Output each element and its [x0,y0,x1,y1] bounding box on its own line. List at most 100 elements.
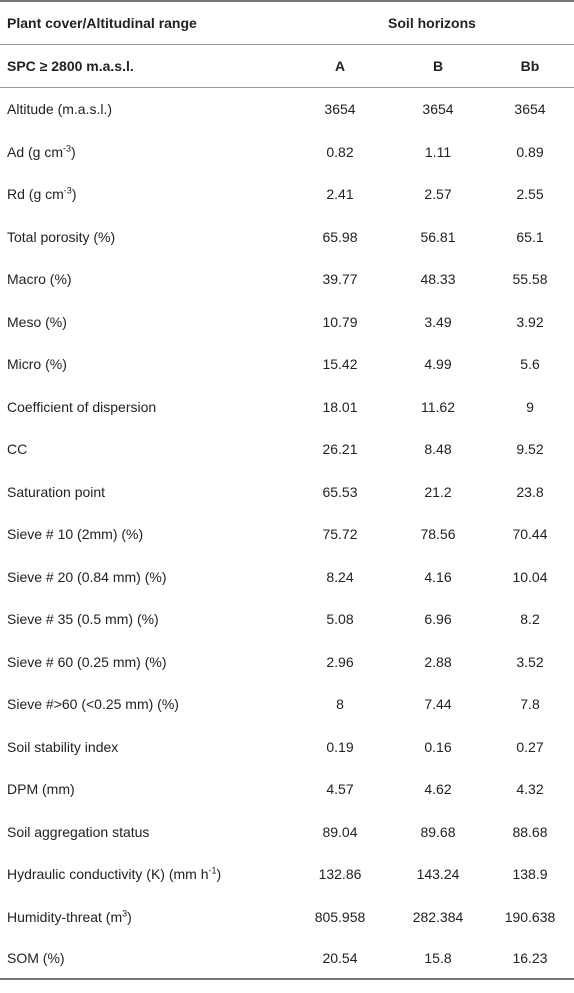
unit-superscript: -3 [63,185,72,196]
unit-superscript: 3 [122,908,128,919]
row-label-text: Humidity-threat (m [7,908,123,925]
soil-horizons-header: Soil horizons [290,0,574,45]
row-label-suffix: ) [71,186,77,203]
row-label-text: Total porosity (%) [7,228,116,245]
row-label-text: Sieve # 20 (0.84 mm) (%) [7,568,167,585]
table-row: Sieve #>60 (<0.25 mm) (%) 8 7.44 7.8 [0,683,574,726]
plant-cover-header: Plant cover/Altitudinal range [0,0,290,45]
column-header-b: B [390,44,486,88]
cell-value: 15.8 [390,938,486,980]
cell-value: 8.48 [424,441,452,458]
row-label-text: Coefficient of dispersion [7,398,157,415]
row-label-text: SOM (%) [7,950,65,966]
cell-value: 10.79 [322,313,358,330]
row-label: Sieve # 60 (0.25 mm) (%) [0,641,290,684]
cell-value: 3654 [324,101,356,118]
cell-value: 18.01 [322,398,358,415]
cell-value: 5.6 [520,356,540,373]
row-label-text: Soil aggregation status [7,823,150,840]
row-label: Total porosity (%) [0,216,290,259]
row-label-text: Sieve # 10 (2mm) (%) [7,526,144,543]
row-label: Meso (%) [0,301,290,344]
cell-value: 11.62 [421,398,455,415]
cell-value: 70.44 [512,526,548,543]
cell-value: 132.86 [318,866,362,883]
cell-value: 7.44 [424,696,452,713]
row-label: Micro (%) [0,343,290,386]
cell-value: 75.72 [322,526,358,543]
table-row: Hydraulic conductivity (K) (mm h-1) 132.8… [0,853,574,896]
row-label: Sieve # 20 (0.84 mm) (%) [0,556,290,599]
cell-value: 89.68 [420,823,456,840]
cell-value: 10.04 [512,568,548,585]
cell-value: 0.27 [516,738,544,755]
row-label-text: Hydraulic conductivity (K) (mm h [7,866,209,883]
cell-value: 78.56 [420,526,456,543]
cell-value: 2.57 [424,186,452,203]
row-label: Saturation point [0,471,290,514]
row-label-text: CC [7,441,28,458]
cell-value: 3654 [514,101,546,118]
cell-value: 4.32 [516,781,544,798]
cell-value: 1.11 [424,143,452,160]
cell-value: 8.24 [326,568,354,585]
cell-value: 88.68 [512,823,548,840]
cell-value: 143.24 [416,866,460,883]
row-label-suffix: ) [71,143,76,160]
row-label: Coefficient of dispersion [0,386,290,429]
cell-value: 190.638 [504,908,556,925]
cell-value: 8.2 [520,611,540,628]
row-label: DPM (mm) [0,768,290,811]
row-label-text: Sieve #>60 (<0.25 mm) (%) [7,696,179,713]
unit-superscript: -3 [63,143,72,154]
header-row-1: Plant cover/Altitudinal range Soil horiz… [0,0,574,45]
cell-value: 0.16 [424,738,452,755]
row-label: Humidity-threat (m3) [0,896,290,939]
cell-value: 65.53 [322,483,358,500]
row-label-text: Sieve # 35 (0.5 mm) (%) [7,611,159,628]
table-row: Sieve # 35 (0.5 mm) (%) 5.08 6.96 8.2 [0,598,574,641]
cell-value: 15.42 [322,356,358,373]
cell-value: 26.21 [322,441,358,458]
row-label-suffix: ) [127,908,132,925]
row-label-text: Rd (g cm [7,186,64,203]
table-row: Meso (%) 10.79 3.49 3.92 [0,301,574,344]
table-row: Rd (g cm-3) 2.41 2.57 2.55 [0,173,574,216]
row-label: Soil aggregation status [0,811,290,854]
row-label: CC [0,428,290,471]
cell-value: 0.89 [516,143,544,160]
table-row: Saturation point 65.53 21.2 23.8 [0,471,574,514]
table-row: Altitude (m.a.s.l.) 3654 3654 3654 [0,88,574,131]
cell-value: 6.96 [424,611,452,628]
cell-value: 20.54 [290,938,390,980]
cell-value: 5.08 [326,611,354,628]
cell-value: 16.23 [486,938,574,980]
cell-value: 4.62 [424,781,452,798]
cell-value: 89.04 [322,823,358,840]
row-label-suffix: ) [216,866,222,883]
row-label-text: Meso (%) [7,313,67,330]
cell-value: 65.1 [516,228,544,245]
row-label-text: Macro (%) [7,271,72,288]
table-row: SOM (%) 20.54 15.8 16.23 [0,938,574,980]
cell-value: 2.41 [326,186,354,203]
cell-value: 4.99 [424,356,452,373]
row-label-text: Ad (g cm [7,143,64,160]
table-row: Sieve # 20 (0.84 mm) (%) 8.24 4.16 10.04 [0,556,574,599]
table-row: Soil aggregation status 89.04 89.68 88.68 [0,811,574,854]
cell-value: 23.8 [516,483,544,500]
row-label: SOM (%) [0,938,290,980]
row-label: Hydraulic conductivity (K) (mm h-1) [0,853,290,896]
table-row: Total porosity (%) 65.98 56.81 65.1 [0,216,574,259]
row-label-text: Soil stability index [7,738,119,755]
row-label: Rd (g cm-3) [0,173,290,216]
table-row: Macro (%) 39.77 48.33 55.58 [0,258,574,301]
row-label-text: Saturation point [7,483,106,500]
column-header-a: A [290,44,390,88]
row-label-text: Sieve # 60 (0.25 mm) (%) [7,653,167,670]
row-group-label: SPC ≥ 2800 m.a.s.l. [0,44,290,88]
table-row: Sieve # 60 (0.25 mm) (%) 2.96 2.88 3.52 [0,641,574,684]
cell-value: 9 [526,398,534,415]
table-row: Humidity-threat (m3) 805.958 282.384 190.63… [0,896,574,939]
